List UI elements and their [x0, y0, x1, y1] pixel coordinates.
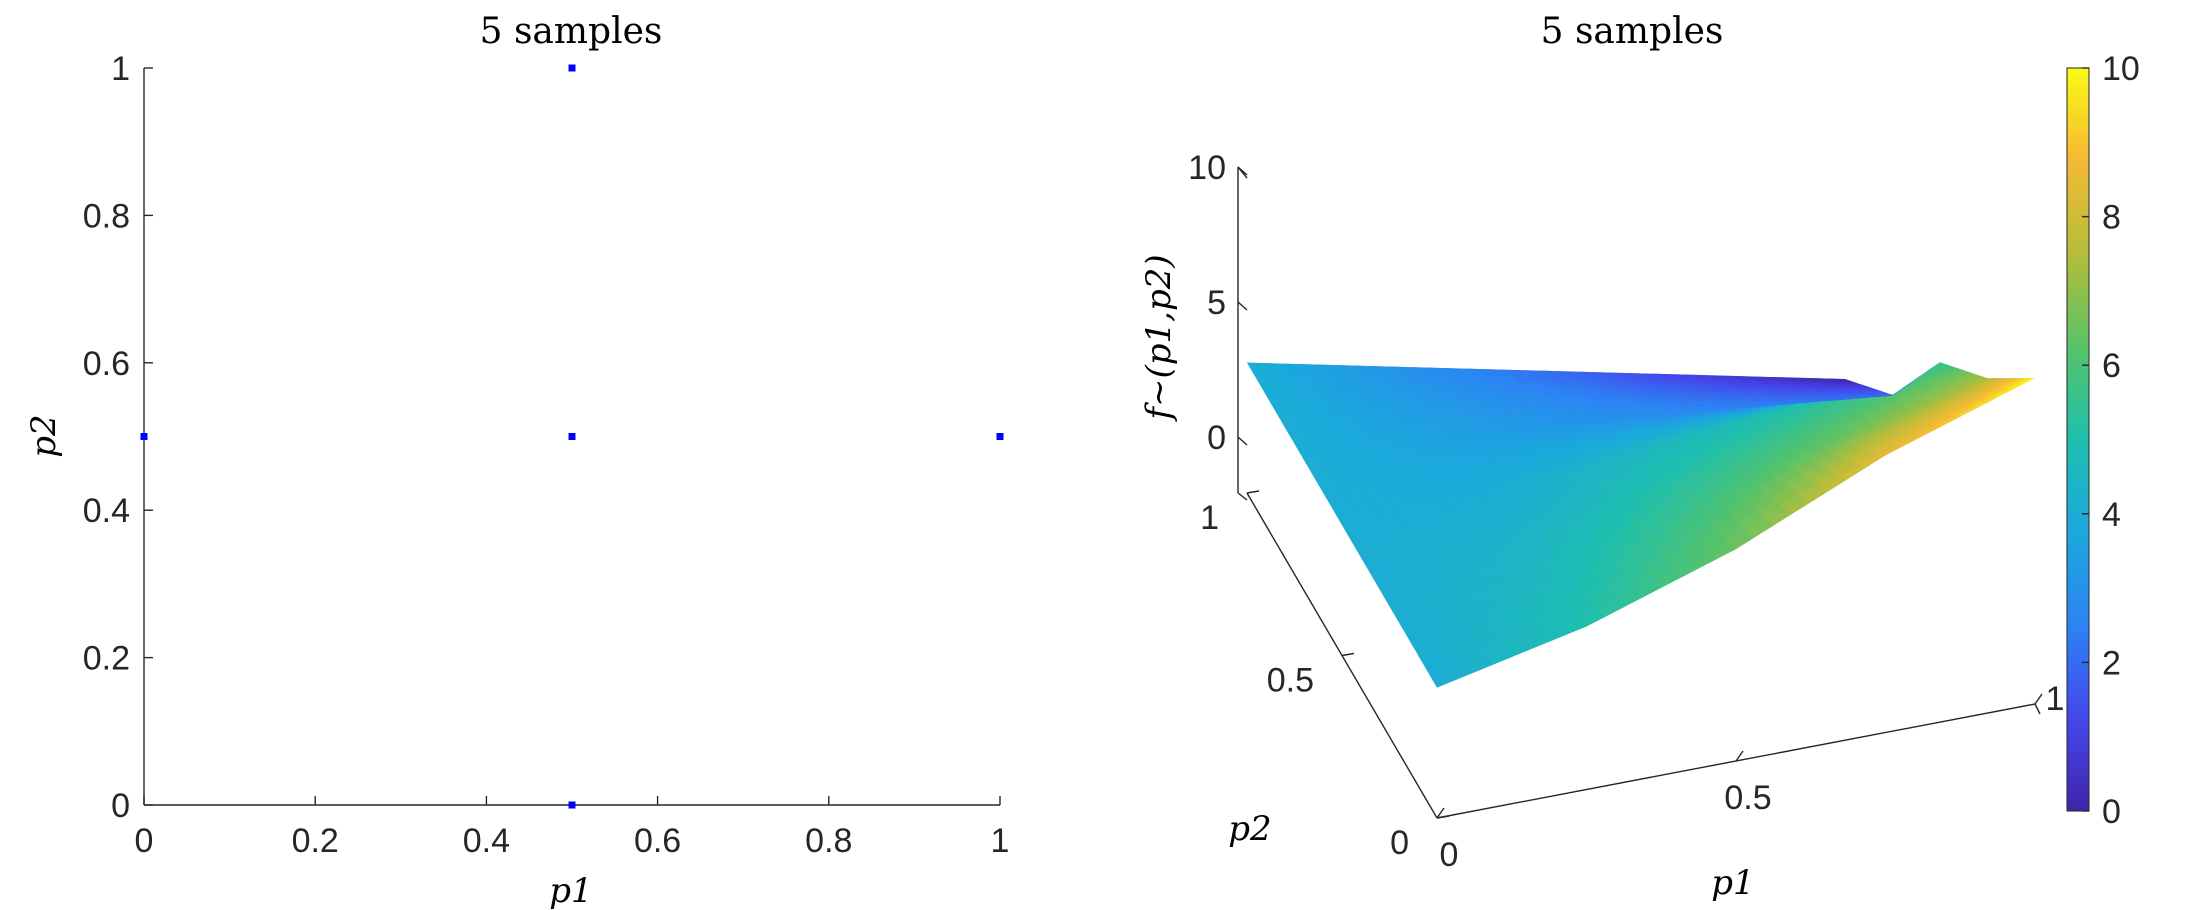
surface-x-tick-label: 0 [1440, 836, 1459, 874]
surface-z-tick-label: 10 [1188, 149, 1226, 187]
scatter-x-tick-label: 0.8 [805, 822, 852, 860]
colorbar-tick-label: 6 [2102, 347, 2121, 385]
surface-z-tick-label: 5 [1207, 284, 1226, 322]
scatter-x-tick-label: 0 [135, 822, 154, 860]
surface-x-axis-cap [2034, 703, 2041, 715]
scatter-y-tick-label: 0.6 [83, 345, 130, 383]
surface-patch [1890, 370, 1916, 381]
scatter-y-tick-label: 0.4 [83, 492, 130, 530]
scatter-point [568, 64, 576, 72]
scatter-points [140, 64, 1004, 809]
scatter-y-ticks: 0 0.2 0.4 0.6 0.8 1 [83, 50, 153, 825]
surface-patch [1896, 367, 1922, 378]
surface-y-tick [1246, 490, 1260, 494]
surface-patch [1872, 381, 1898, 390]
colorbar-tick-label: 4 [2102, 496, 2121, 534]
surface-title: 5 samples [1541, 11, 1724, 52]
scatter-x-tick-label: 0.2 [292, 822, 339, 860]
surface-x-tick [2034, 693, 2043, 705]
scatter-point [996, 433, 1004, 440]
scatter-title: 5 samples [480, 11, 663, 52]
colorbar [2066, 67, 2090, 812]
scatter-y-tick-label: 0.8 [83, 197, 130, 235]
colorbar-ticks: 0 2 4 6 8 10 [2082, 50, 2140, 831]
scatter-x-tick-label: 0.6 [634, 822, 681, 860]
surface-x-tick-label: 0.5 [1724, 779, 1771, 817]
scatter-y-tick-label: 0.2 [83, 640, 130, 678]
scatter-point [568, 801, 576, 809]
surface-y-tick [1341, 652, 1355, 657]
surface-color-bands [1247, 362, 2035, 688]
surface-patch [1826, 377, 1852, 382]
surface-patch [1878, 378, 1904, 387]
surface-x-label-text: p1 [1711, 863, 1754, 903]
scatter-y-tick-label: 1 [111, 50, 130, 88]
surface-patch [1863, 378, 1892, 389]
scatter-x-label: p1 [549, 871, 592, 910]
surface-z-tick [1237, 436, 1248, 446]
surface-y-tick [1436, 815, 1450, 819]
scatter-point [568, 433, 576, 440]
surface-y-tick-label: 0.5 [1267, 662, 1314, 700]
colorbar-tick-label: 0 [2102, 793, 2121, 831]
surface-patch [1865, 378, 1892, 388]
colorbar-tick-label: 10 [2102, 50, 2140, 88]
scatter-chart: 5 samples 0 0.2 0.4 0.6 0.8 1 00.20.40.60.81 … [24, 11, 1009, 910]
surface-y-tick-label: 0 [1390, 824, 1409, 862]
surface-corner-top [1237, 492, 1248, 501]
surface-x-tick [1436, 807, 1445, 819]
surface-patch [1871, 375, 1897, 385]
scatter-y-label: p2 [24, 414, 64, 457]
surface-z-label: f~(p1,p2) [1139, 254, 1179, 422]
surface-y-label: p2 [1228, 809, 1271, 849]
scatter-x-tick-label: 1 [991, 822, 1010, 860]
colorbar-tick-label: 2 [2102, 644, 2121, 682]
scatter-x-ticks: 0 0.2 0.4 0.6 0.8 1 [135, 796, 1010, 860]
surface-patch [1877, 372, 1903, 383]
surface-mesh [1247, 362, 2035, 688]
surface-patch [1884, 374, 1910, 384]
surface-x-tick-label: 1 [2046, 680, 2065, 718]
scatter-x-label-text: p1 [549, 871, 592, 910]
colorbar-tick-label: 8 [2102, 199, 2121, 237]
surface-z-tick-label: 0 [1207, 419, 1226, 457]
scatter-y-tick-label: 0 [111, 787, 130, 825]
surface-z-tick [1237, 301, 1248, 311]
scatter-y-label-text: p2 [24, 414, 64, 457]
surface-patch [1882, 372, 1911, 383]
surface-y-tick-label: 1 [1200, 499, 1219, 537]
surface-y-label-text: p2 [1228, 809, 1271, 849]
scatter-x-tick-label: 0.4 [463, 822, 510, 860]
surface-z-tick [1237, 166, 1248, 176]
surface-x-tick [1735, 750, 1744, 762]
surface-z-label-text: f~(p1,p2) [1139, 254, 1179, 422]
surface-x-label: p1 [1711, 863, 1754, 903]
scatter-point [140, 433, 148, 440]
